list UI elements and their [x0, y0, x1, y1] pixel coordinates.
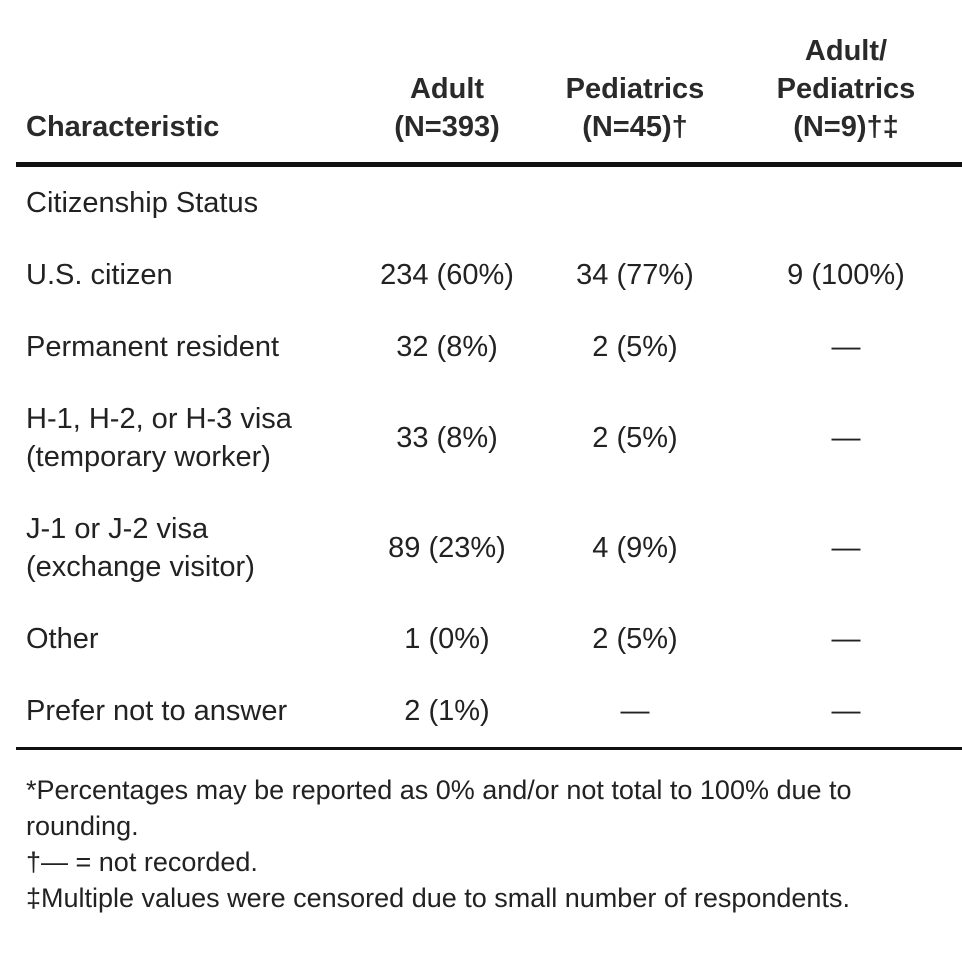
- header-adult-pediatrics-n: (N=9)†‡: [793, 110, 899, 143]
- table-row: Prefer not to answer 2 (1%) — —: [16, 674, 962, 750]
- cell-adult: 234 (60%): [380, 258, 514, 291]
- table-row: Permanent resident 32 (8%) 2 (5%) —: [16, 311, 962, 383]
- footnote-censored: ‡Multiple values were censored due to sm…: [26, 883, 850, 913]
- row-label-line: J-1 or J-2 visa: [26, 512, 209, 545]
- row-label-line: Permanent resident: [26, 330, 280, 363]
- row-label: Prefer not to answer: [16, 674, 354, 750]
- row-label-line: U.S. citizen: [26, 258, 173, 291]
- header-pediatrics-label: Pediatrics: [565, 72, 705, 105]
- citizenship-table-container: Characteristic Adult (N=393) Pediatrics …: [16, 0, 962, 750]
- cell-adult-pediatrics: —: [831, 330, 861, 363]
- row-label: J-1 or J-2 visa (exchange visitor): [16, 493, 354, 603]
- cell-pediatrics: 34 (77%): [576, 258, 694, 291]
- section-row-citizenship-status: Citizenship Status: [16, 164, 962, 239]
- row-label-line: Other: [26, 622, 99, 655]
- cell-pediatrics: 2 (5%): [592, 622, 678, 655]
- row-label-line: Prefer not to answer: [26, 694, 288, 727]
- table-row: U.S. citizen 234 (60%) 34 (77%) 9 (100%): [16, 239, 962, 311]
- cell-adult: 2 (1%): [354, 674, 540, 750]
- cell-adult-pediatrics: 9 (100%): [787, 258, 905, 291]
- header-adult-pediatrics-label-2: Pediatrics: [776, 72, 916, 105]
- row-label-line: (temporary worker): [26, 440, 271, 473]
- header-adult-n: (N=393): [394, 110, 500, 143]
- row-label-line: H-1, H-2, or H-3 visa: [26, 402, 292, 435]
- header-characteristic: Characteristic: [16, 0, 354, 167]
- row-label: Other: [16, 603, 354, 675]
- header-pediatrics-n: (N=45)†: [582, 110, 688, 143]
- header-pediatrics: Pediatrics (N=45)†: [540, 0, 730, 167]
- row-label: H-1, H-2, or H-3 visa (temporary worker): [16, 383, 354, 493]
- table-row: H-1, H-2, or H-3 visa (temporary worker)…: [16, 383, 962, 493]
- cell-adult: 32 (8%): [396, 330, 498, 363]
- cell-adult: 1 (0%): [404, 622, 490, 655]
- row-label-line: (exchange visitor): [26, 550, 255, 583]
- cell-adult-pediatrics: —: [831, 421, 861, 454]
- cell-pediatrics: —: [540, 674, 730, 750]
- table-row: Other 1 (0%) 2 (5%) —: [16, 603, 962, 675]
- cell-adult: 33 (8%): [396, 421, 498, 454]
- header-adult: Adult (N=393): [354, 0, 540, 167]
- cell-pediatrics: 4 (9%): [592, 531, 678, 564]
- row-label: Permanent resident: [16, 311, 354, 383]
- cell-adult-pediatrics: —: [831, 531, 861, 564]
- section-label: Citizenship Status: [26, 186, 259, 219]
- cell-pediatrics: 2 (5%): [592, 421, 678, 454]
- cell-adult-pediatrics: —: [730, 674, 962, 750]
- footnote-not-recorded: †— = not recorded.: [26, 847, 258, 877]
- cell-adult: 89 (23%): [388, 531, 506, 564]
- cell-pediatrics: 2 (5%): [592, 330, 678, 363]
- table-footnotes: *Percentages may be reported as 0% and/o…: [26, 772, 946, 916]
- row-label: U.S. citizen: [16, 239, 354, 311]
- cell-adult-pediatrics: —: [831, 622, 861, 655]
- header-adult-pediatrics: Adult/ Pediatrics (N=9)†‡: [730, 0, 962, 167]
- table-header-row: Characteristic Adult (N=393) Pediatrics …: [16, 0, 962, 167]
- header-adult-pediatrics-label-1: Adult/: [804, 34, 888, 67]
- footnote-percentages: *Percentages may be reported as 0% and/o…: [26, 775, 852, 841]
- citizenship-table: Characteristic Adult (N=393) Pediatrics …: [16, 0, 962, 750]
- table-row: J-1 or J-2 visa (exchange visitor) 89 (2…: [16, 493, 962, 603]
- header-adult-label: Adult: [409, 72, 485, 105]
